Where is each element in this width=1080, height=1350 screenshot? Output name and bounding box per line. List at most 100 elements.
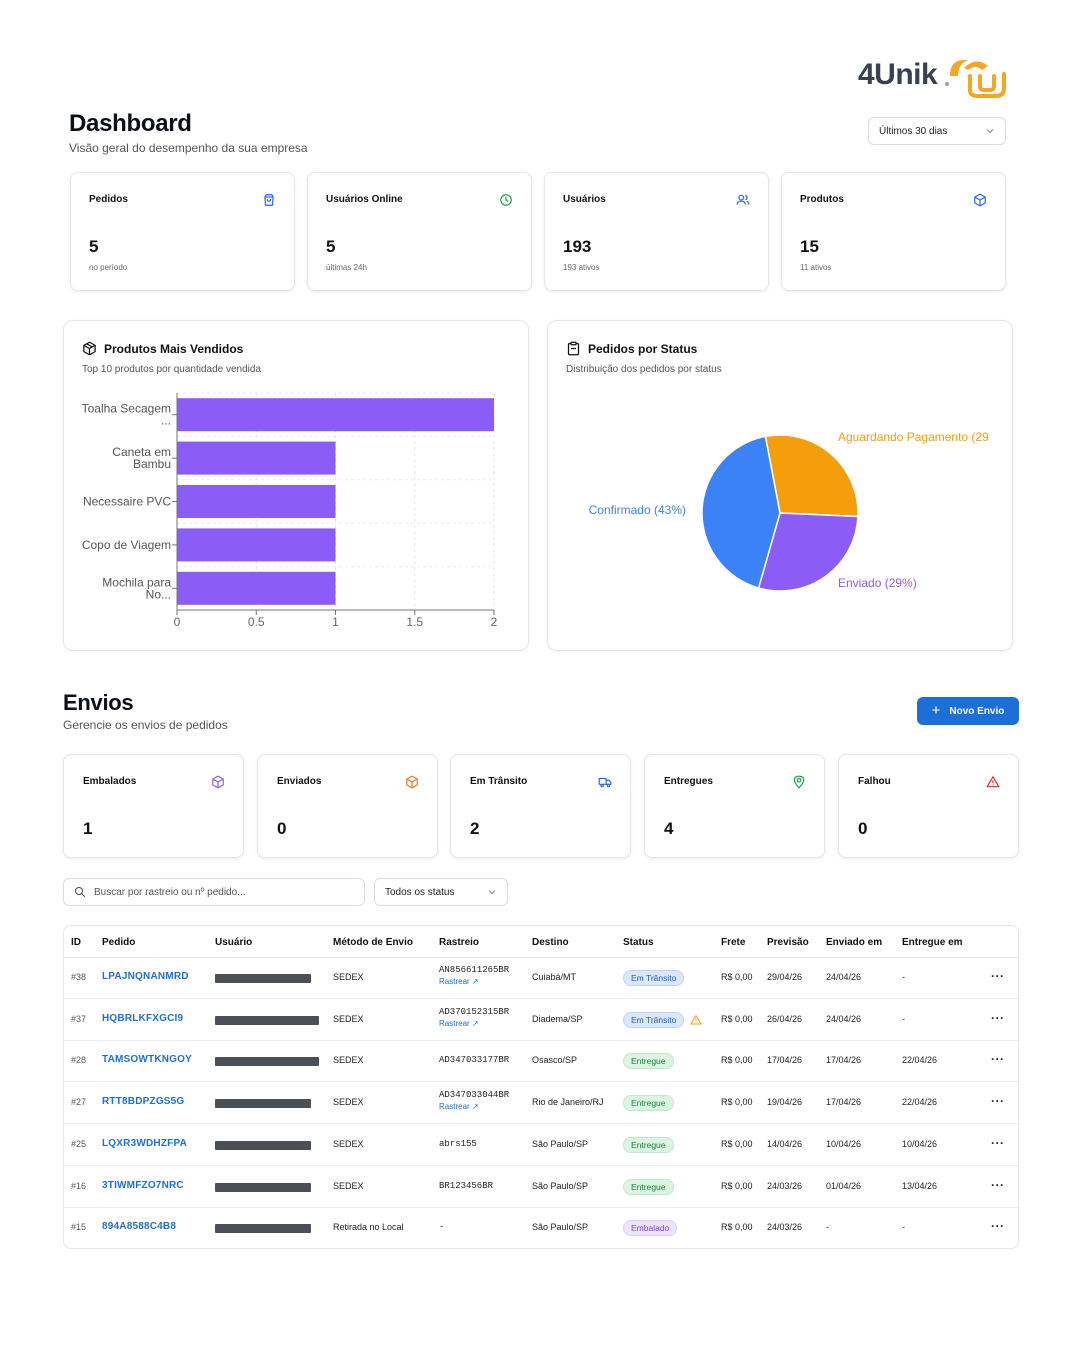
column-header: Previsão (767, 937, 809, 948)
top-products-bar-chart: Toalha Secagem ... Caneta em Bambu Necessair… (82, 392, 498, 629)
table-row[interactable]: #27 RTT8BDPZGS5G SEDEX AD347033044BR Rastrea… (64, 1083, 1018, 1125)
more-actions-icon[interactable]: ··· (991, 1177, 1005, 1192)
table-row[interactable]: #38 LPAJNQNANMRD SEDEX AN856611265BR Rastrea… (64, 958, 1018, 999)
table-header: ID Pedido Usuário Método de Envio Rastre… (64, 926, 1018, 958)
shipments-table: ID Pedido Usuário Método de Envio Rastre… (63, 925, 1019, 1249)
panel-subtitle: Top 10 produtos por quantidade vendida (82, 364, 262, 375)
more-actions-icon[interactable]: ··· (991, 1219, 1005, 1234)
y-tick-label: Necessaire PVC (83, 495, 171, 509)
more-actions-icon[interactable]: ··· (991, 1010, 1005, 1025)
order-link[interactable]: HQBRLKFXGCI9 (102, 1012, 184, 1024)
stat-note: 193 ativos (563, 263, 600, 272)
cell-destination: São Paulo/SP (532, 1138, 589, 1149)
search-input[interactable] (94, 886, 354, 898)
cell-destination: São Paulo/SP (532, 1222, 589, 1233)
column-header: Status (623, 937, 654, 948)
column-header: Entregue em (902, 937, 963, 948)
panel-title: Pedidos por Status (566, 341, 697, 356)
cell-method: SEDEX (333, 1013, 364, 1024)
pie-label: Confirmado (43%) (589, 503, 686, 517)
pie-slice[interactable] (757, 512, 859, 592)
order-link[interactable]: LPAJNQNANMRD (102, 971, 189, 982)
bar[interactable] (177, 528, 336, 562)
status-badge: Em Trânsito (623, 1011, 685, 1028)
column-header: Destino (532, 937, 569, 948)
bar[interactable] (177, 398, 494, 432)
order-link[interactable]: TAMSOWTKNGOY (102, 1054, 192, 1066)
ship-value: 4 (664, 819, 674, 838)
table-row[interactable]: #25 LQXR3WDHZFPA SEDEX abrs155 São Paulo/SP E… (64, 1125, 1018, 1166)
status-filter-select[interactable]: Todos os status (374, 878, 508, 906)
bar[interactable] (177, 485, 336, 518)
cell-forecast: 14/04/26 (767, 1138, 803, 1149)
status-filter-value: Todos os status (385, 886, 455, 898)
stat-value: 193 (563, 237, 592, 256)
ship-label: Em Trânsito (470, 776, 528, 787)
cell-tracking: AD347033044BR Rastrear ↗ (439, 1090, 509, 1111)
panel-title-text: Pedidos por Status (588, 341, 698, 356)
stat-label: Produtos (800, 194, 844, 205)
cell-id: #25 (71, 1138, 87, 1149)
warning-icon[interactable] (690, 1014, 702, 1026)
more-actions-icon[interactable]: ··· (991, 1135, 1005, 1150)
cell-id: #16 (71, 1180, 87, 1191)
ship-label: Falhou (858, 776, 891, 787)
cell-sent: 10/04/26 (826, 1138, 862, 1149)
ship-value: 1 (83, 819, 93, 838)
new-shipment-button[interactable]: + Novo Envio (917, 697, 1019, 725)
envios-header: Envios Gerencie os envios de pedidos (63, 690, 228, 732)
cell-method: SEDEX (333, 1138, 364, 1149)
cell-freight: R$ 0,00 (721, 972, 753, 982)
pie-slice[interactable] (764, 434, 859, 518)
cell-delivered: - (902, 1013, 905, 1024)
cell-id: #28 (71, 1055, 87, 1066)
more-actions-icon[interactable]: ··· (991, 969, 1005, 983)
status-badge: Entregue (623, 1095, 674, 1112)
order-link[interactable]: 894A8588C4B8 (102, 1221, 177, 1233)
pie-slice[interactable] (701, 435, 781, 589)
stat-label: Usuários Online (326, 194, 403, 205)
package-icon (212, 775, 224, 789)
ship-value: 0 (858, 819, 868, 838)
column-header: Enviado em (826, 937, 883, 948)
table-row[interactable]: #16 3TIWMFZO7NRC SEDEX BR123456BR São Paulo/… (64, 1167, 1018, 1208)
order-link[interactable]: LQXR3WDHZFPA (102, 1137, 187, 1149)
cell-tracking: AD370152315BR Rastrear ↗ (439, 1007, 509, 1028)
table-row[interactable]: #37 HQBRLKFXGCI9 SEDEX AD370152315BR Rastrea… (64, 1000, 1018, 1041)
stat-value: 5 (326, 237, 336, 256)
table-row[interactable]: #15 894A8588C4B8 Retirada no Local - São Pau… (64, 1208, 1018, 1248)
cell-forecast: 19/04/26 (767, 1097, 803, 1108)
track-link[interactable]: Rastrear ↗ (439, 1018, 479, 1028)
y-tick-label: Mochila para No... (102, 575, 171, 601)
track-link[interactable]: Rastrear ↗ (439, 1102, 479, 1112)
bar[interactable] (177, 441, 336, 475)
track-link[interactable]: Rastrear ↗ (439, 977, 479, 986)
more-actions-icon[interactable]: ··· (991, 1094, 1005, 1109)
cell-method: Retirada no Local (333, 1222, 404, 1233)
x-tick-label: 1 (332, 615, 339, 629)
bar[interactable] (177, 571, 336, 605)
chevron-down-icon (488, 890, 496, 895)
dashboard-header: Dashboard Visão geral do desempenho da s… (69, 110, 308, 155)
clock-icon (500, 194, 512, 206)
x-tick-label: 2 (491, 615, 498, 629)
stat-note: 11 ativos (800, 263, 832, 272)
table-row[interactable]: #28 TAMSOWTKNGOY SEDEX AD347033177BR Osasco/… (64, 1041, 1018, 1083)
brand-name: 4Unik (858, 58, 938, 91)
order-link[interactable]: 3TIWMFZO7NRC (102, 1179, 184, 1191)
column-header: Frete (721, 937, 746, 948)
cell-forecast: 17/04/26 (767, 1055, 803, 1066)
tracking-code: BR123456BR (439, 1180, 494, 1191)
cell-forecast: 24/03/26 (767, 1180, 803, 1191)
order-link[interactable]: RTT8BDPZGS5G (102, 1096, 185, 1108)
cell-delivered: - (902, 1222, 905, 1233)
cell-freight: R$ 0,00 (721, 1013, 753, 1024)
period-select[interactable]: Últimos 30 dias (868, 117, 1006, 145)
x-tick-label: 0.5 (248, 615, 265, 629)
shopping-bag-icon (264, 194, 274, 206)
brand-mark-icon (945, 60, 1006, 98)
more-actions-icon[interactable]: ··· (991, 1052, 1005, 1067)
search-box[interactable] (63, 878, 365, 906)
cell-forecast: 24/03/26 (767, 1222, 803, 1233)
y-tick-label: Toalha Secagem... (82, 402, 171, 428)
